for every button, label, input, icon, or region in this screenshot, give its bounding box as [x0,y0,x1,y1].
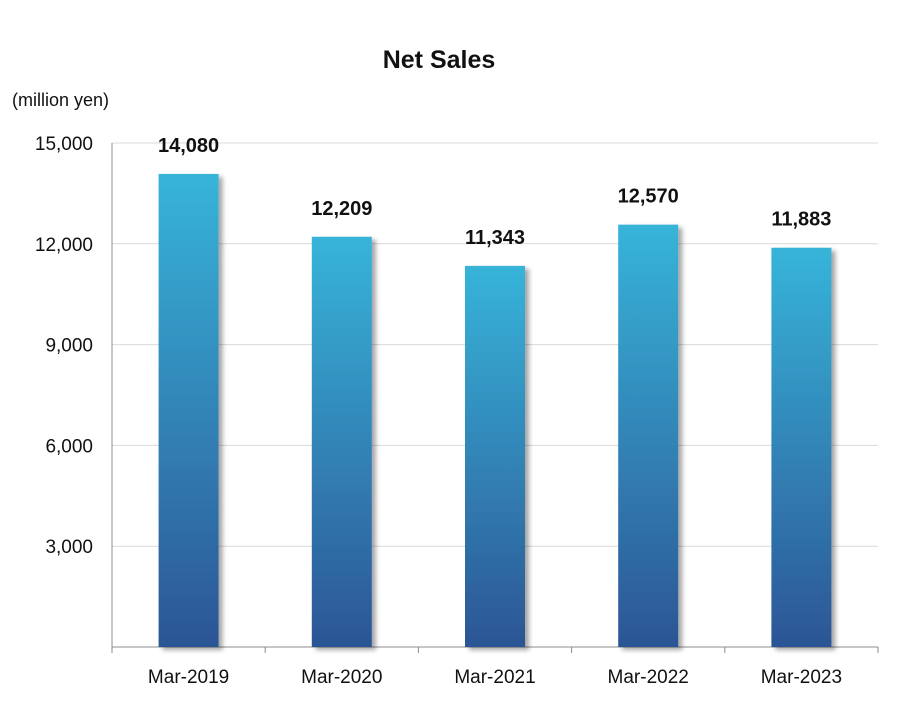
bar [771,247,832,647]
x-category-label: Mar-2021 [454,667,535,688]
x-category-label: Mar-2022 [608,667,689,688]
x-category-label: Mar-2019 [148,667,229,688]
y-axis-unit-label: (million yen) [12,90,109,110]
x-category-label: Mar-2020 [301,667,382,688]
bar-value-label: 12,570 [618,186,679,208]
bar [158,173,219,648]
bar [618,224,679,647]
y-tick-label: 6,000 [45,436,93,457]
bar-value-label: 11,343 [465,227,525,249]
bar [311,236,372,648]
y-tick-label: 3,000 [45,537,93,558]
x-category-label: Mar-2023 [761,667,842,688]
bar [465,265,525,647]
y-tick-label: 15,000 [35,134,93,155]
data-labels: 14,080 12,209 11,343 12,570 11,883 [158,135,831,249]
y-axis-ticks: 3,000 6,000 9,000 12,000 15,000 [35,134,93,558]
x-axis-categories: Mar-2019 Mar-2020 Mar-2021 Mar-2022 Mar-2023 [148,667,842,688]
bars [158,173,832,648]
y-tick-label: 9,000 [45,336,93,357]
chart-title: Net Sales [383,46,496,74]
bar-value-label: 14,080 [158,135,219,157]
y-tick-label: 12,000 [35,235,93,256]
bar-value-label: 11,883 [771,209,831,231]
bar-value-label: 12,209 [311,198,372,220]
